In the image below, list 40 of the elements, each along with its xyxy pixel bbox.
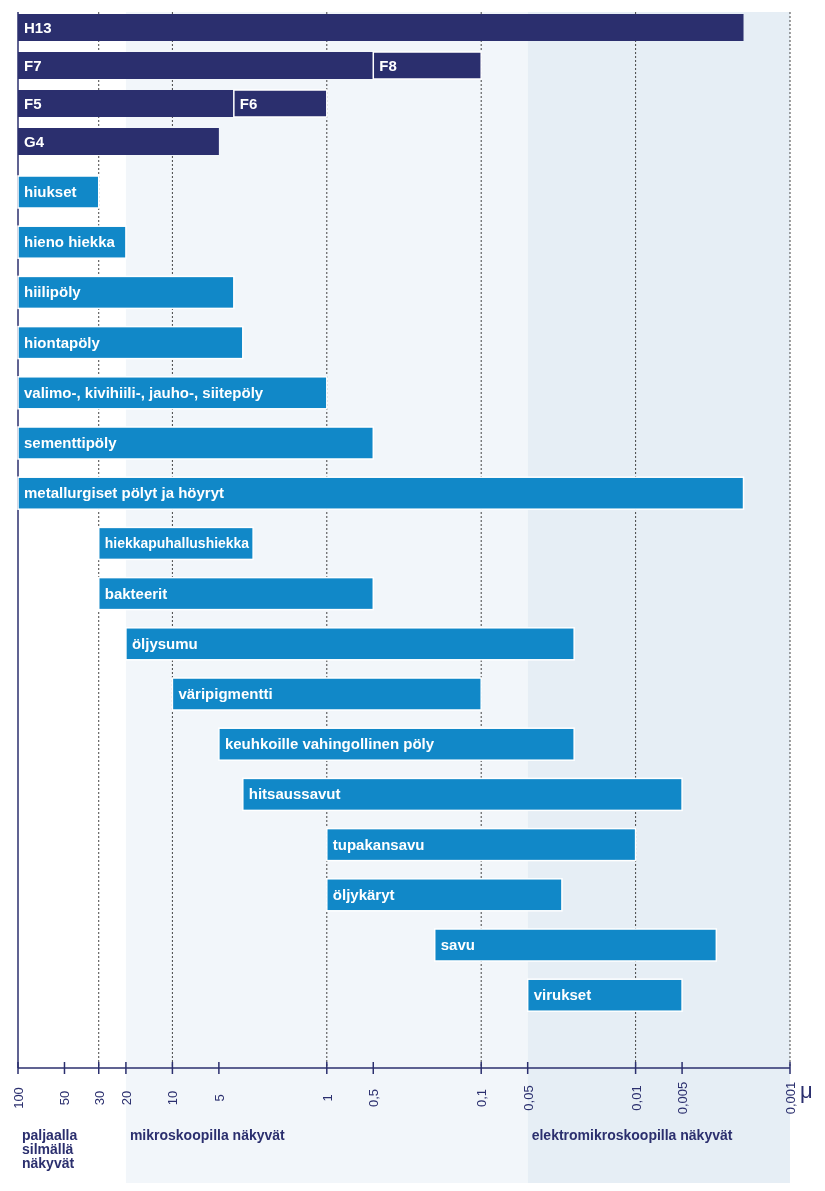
x-tick-label: 0,005	[675, 1081, 691, 1115]
y-tick-label: G4	[24, 132, 45, 150]
y-tick-label: tupakansavu	[332, 835, 425, 853]
x-tick-label: 20	[118, 1090, 134, 1106]
y-tick-label: H13	[24, 18, 52, 36]
y-tick-label: hiekkapuhallushiekka	[104, 534, 260, 552]
y-tick-label: keuhkoille vahingollinen pöly	[224, 735, 435, 753]
x-tick-label: 0,5	[366, 1088, 382, 1108]
y-tick-label: valimo-, kivihiili-, jauho-, siitepöly	[24, 383, 264, 401]
y-tick-label: sementtipöly	[24, 434, 118, 451]
y-tick-label: virukset	[533, 986, 592, 1004]
x-tick-label: 5	[211, 1094, 227, 1102]
y-tick-label: öljykäryt	[332, 885, 395, 903]
y-tick-label: hiontapöly	[24, 333, 101, 351]
y-tick-label: F7	[24, 56, 42, 74]
y-tick-label: hiilipöly	[24, 283, 82, 301]
y-tick-label: öljysumu	[131, 634, 198, 652]
data-label: F6	[239, 94, 258, 112]
data-label: F8	[379, 56, 397, 74]
x-tick-label: 0,1	[474, 1088, 490, 1108]
x-tick-label: 30	[91, 1090, 107, 1106]
y-tick-label: F5	[24, 94, 42, 112]
y-tick-label: hieno hiekka	[24, 233, 116, 251]
x-tick-label: 0,05	[520, 1085, 536, 1111]
y-tick-label: hiukset	[24, 183, 77, 200]
band-label: elektromikroskoopilla näkyvät	[531, 1127, 733, 1143]
x-axis-title: μ	[800, 1078, 813, 1103]
x-tick-label: 0,01	[628, 1085, 644, 1111]
x-tick-label: 0,001	[783, 1081, 798, 1115]
y-tick-label: väripigmentti	[178, 685, 273, 702]
x-tick-label: 10	[165, 1090, 181, 1106]
x-tick-label: 1	[319, 1094, 335, 1102]
y-tick-label: savu	[440, 936, 475, 953]
y-tick-label: bakteerit	[104, 584, 168, 602]
x-tick-label: 100	[11, 1087, 26, 1109]
y-tick-label: metallurgiset pölyt ja höyryt	[24, 484, 225, 502]
text: paljaalla silmällä näkyvät	[22, 1127, 78, 1171]
band-label: mikroskoopilla näkyvät	[129, 1127, 286, 1143]
x-tick-label: 50	[57, 1090, 73, 1106]
y-tick-label: hitsaussavut	[248, 785, 341, 803]
